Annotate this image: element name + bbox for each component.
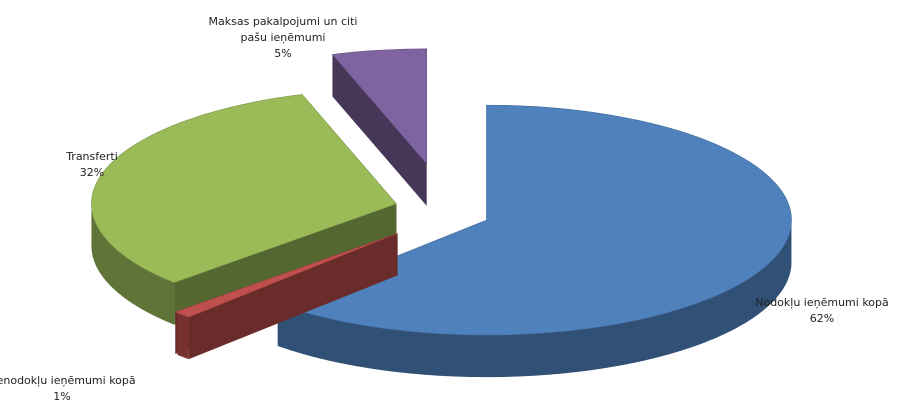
- data-label-nodoklu: Nodokļu ieņēmumi kopā 62%: [755, 296, 889, 325]
- data-label-transferti: Transferti 32%: [65, 150, 118, 179]
- slice-nodoklu-top: [276, 104, 792, 336]
- slice-transferti-rim: [91, 202, 175, 325]
- data-label-nenodoklu: Nenodokļu ieņēmumi kopā 1%: [0, 374, 136, 400]
- slice-nenodoklu-side-end: [175, 233, 398, 355]
- slice-nodoklu-rim: [278, 218, 792, 378]
- slice-nenodoklu-rim: [177, 312, 189, 360]
- data-label-maksas: Maksas pakalpojumi un citi pašu ieņēmumi 5…: [209, 15, 358, 60]
- slice-nodoklu: [276, 104, 792, 378]
- slice-maksas-top: [331, 48, 428, 165]
- slice-nenodoklu-top: [174, 233, 398, 318]
- slice-maksas-side-start: [332, 54, 427, 206]
- slice-nenodoklu: [174, 233, 398, 360]
- slice-transferti-top: [91, 94, 397, 283]
- slice-maksas: [331, 48, 428, 206]
